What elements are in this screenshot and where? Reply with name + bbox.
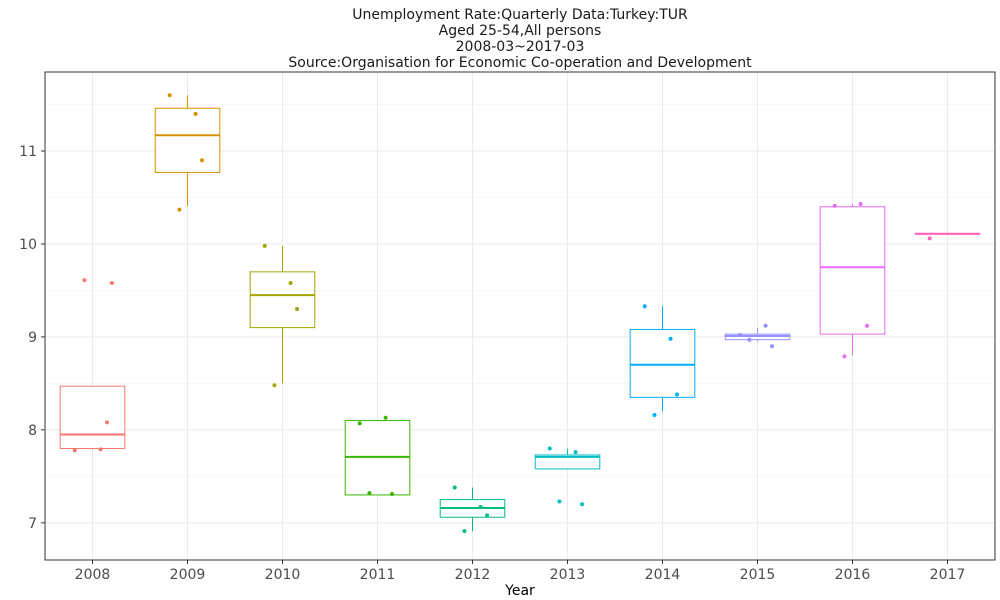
plot-border — [44, 71, 996, 561]
box-2011 — [344, 420, 411, 496]
data-point — [98, 447, 103, 452]
data-point — [675, 392, 680, 397]
data-point — [193, 111, 198, 116]
title-line-4: Source:Organisation for Economic Co-oper… — [288, 55, 752, 71]
y-tick-label: 7 — [28, 516, 37, 532]
y-tick-label: 10 — [19, 237, 37, 253]
data-point — [842, 354, 847, 359]
x-tick-label: 2014 — [645, 567, 681, 583]
box-body — [629, 328, 696, 398]
title-line-1: Unemployment Rate:Quarterly Data:Turkey:… — [352, 7, 688, 23]
data-point — [72, 448, 77, 453]
y-axis: 7 8 9 10 11 — [19, 144, 45, 532]
x-tick-label: 2017 — [930, 567, 966, 583]
x-tick-label: 2012 — [455, 567, 491, 583]
box-2017 — [914, 232, 981, 235]
data-point — [478, 505, 483, 510]
box-2014 — [629, 306, 696, 412]
points — [72, 93, 932, 534]
data-point — [295, 307, 300, 312]
data-point — [547, 446, 552, 451]
data-point — [557, 499, 562, 504]
data-point — [367, 491, 372, 496]
y-tick-label: 9 — [28, 330, 37, 346]
box-body — [534, 454, 601, 470]
data-point — [858, 201, 863, 206]
x-tick-label: 2015 — [740, 567, 776, 583]
box-2009 — [154, 95, 221, 206]
y-tick-label: 11 — [19, 144, 37, 160]
data-point — [105, 420, 110, 425]
data-point — [573, 450, 578, 455]
data-point — [737, 333, 742, 338]
x-tick-label: 2010 — [265, 567, 301, 583]
data-point — [390, 492, 395, 497]
data-point — [580, 502, 585, 507]
y-tick-label: 8 — [28, 423, 37, 439]
data-point — [262, 243, 267, 248]
chart-title: Unemployment Rate:Quarterly Data:Turkey:… — [288, 7, 752, 71]
data-point — [167, 93, 172, 98]
data-point — [109, 281, 114, 286]
x-axis-title: Year — [504, 583, 535, 599]
x-tick-label: 2011 — [360, 567, 396, 583]
title-line-2: Aged 25-54,All persons — [439, 23, 602, 39]
data-point — [832, 203, 837, 208]
data-point — [200, 158, 205, 163]
data-point — [770, 344, 775, 349]
data-point — [452, 485, 457, 490]
data-point — [485, 513, 490, 518]
data-point — [652, 412, 657, 417]
x-axis: 2008 2009 2010 2011 2012 2013 2014 2015 2016 2017 — [75, 560, 966, 583]
box-body — [819, 206, 886, 335]
data-point — [927, 236, 932, 241]
x-tick-label: 2009 — [170, 567, 206, 583]
x-tick-label: 2008 — [75, 567, 111, 583]
data-point — [668, 336, 673, 341]
grid — [45, 72, 995, 560]
data-point — [288, 281, 293, 286]
data-point — [747, 337, 752, 342]
x-tick-label: 2016 — [835, 567, 871, 583]
data-point — [357, 421, 362, 426]
title-line-3: 2008-03~2017-03 — [456, 39, 585, 55]
data-point — [642, 304, 647, 309]
box-body — [154, 107, 221, 173]
data-point — [82, 278, 87, 283]
box-body — [59, 385, 126, 449]
data-point — [763, 323, 768, 328]
data-point — [462, 529, 467, 534]
box-2015 — [724, 327, 791, 342]
box-2008 — [59, 385, 126, 450]
data-point — [177, 207, 182, 212]
data-point — [865, 323, 870, 328]
box-2012 — [439, 487, 506, 532]
x-tick-label: 2013 — [550, 567, 586, 583]
data-point — [272, 383, 277, 388]
box-body — [249, 271, 316, 329]
box-2016 — [819, 203, 886, 356]
box-2013 — [534, 448, 601, 470]
box-2010 — [249, 245, 316, 384]
data-point — [383, 415, 388, 420]
boxes — [59, 95, 981, 532]
